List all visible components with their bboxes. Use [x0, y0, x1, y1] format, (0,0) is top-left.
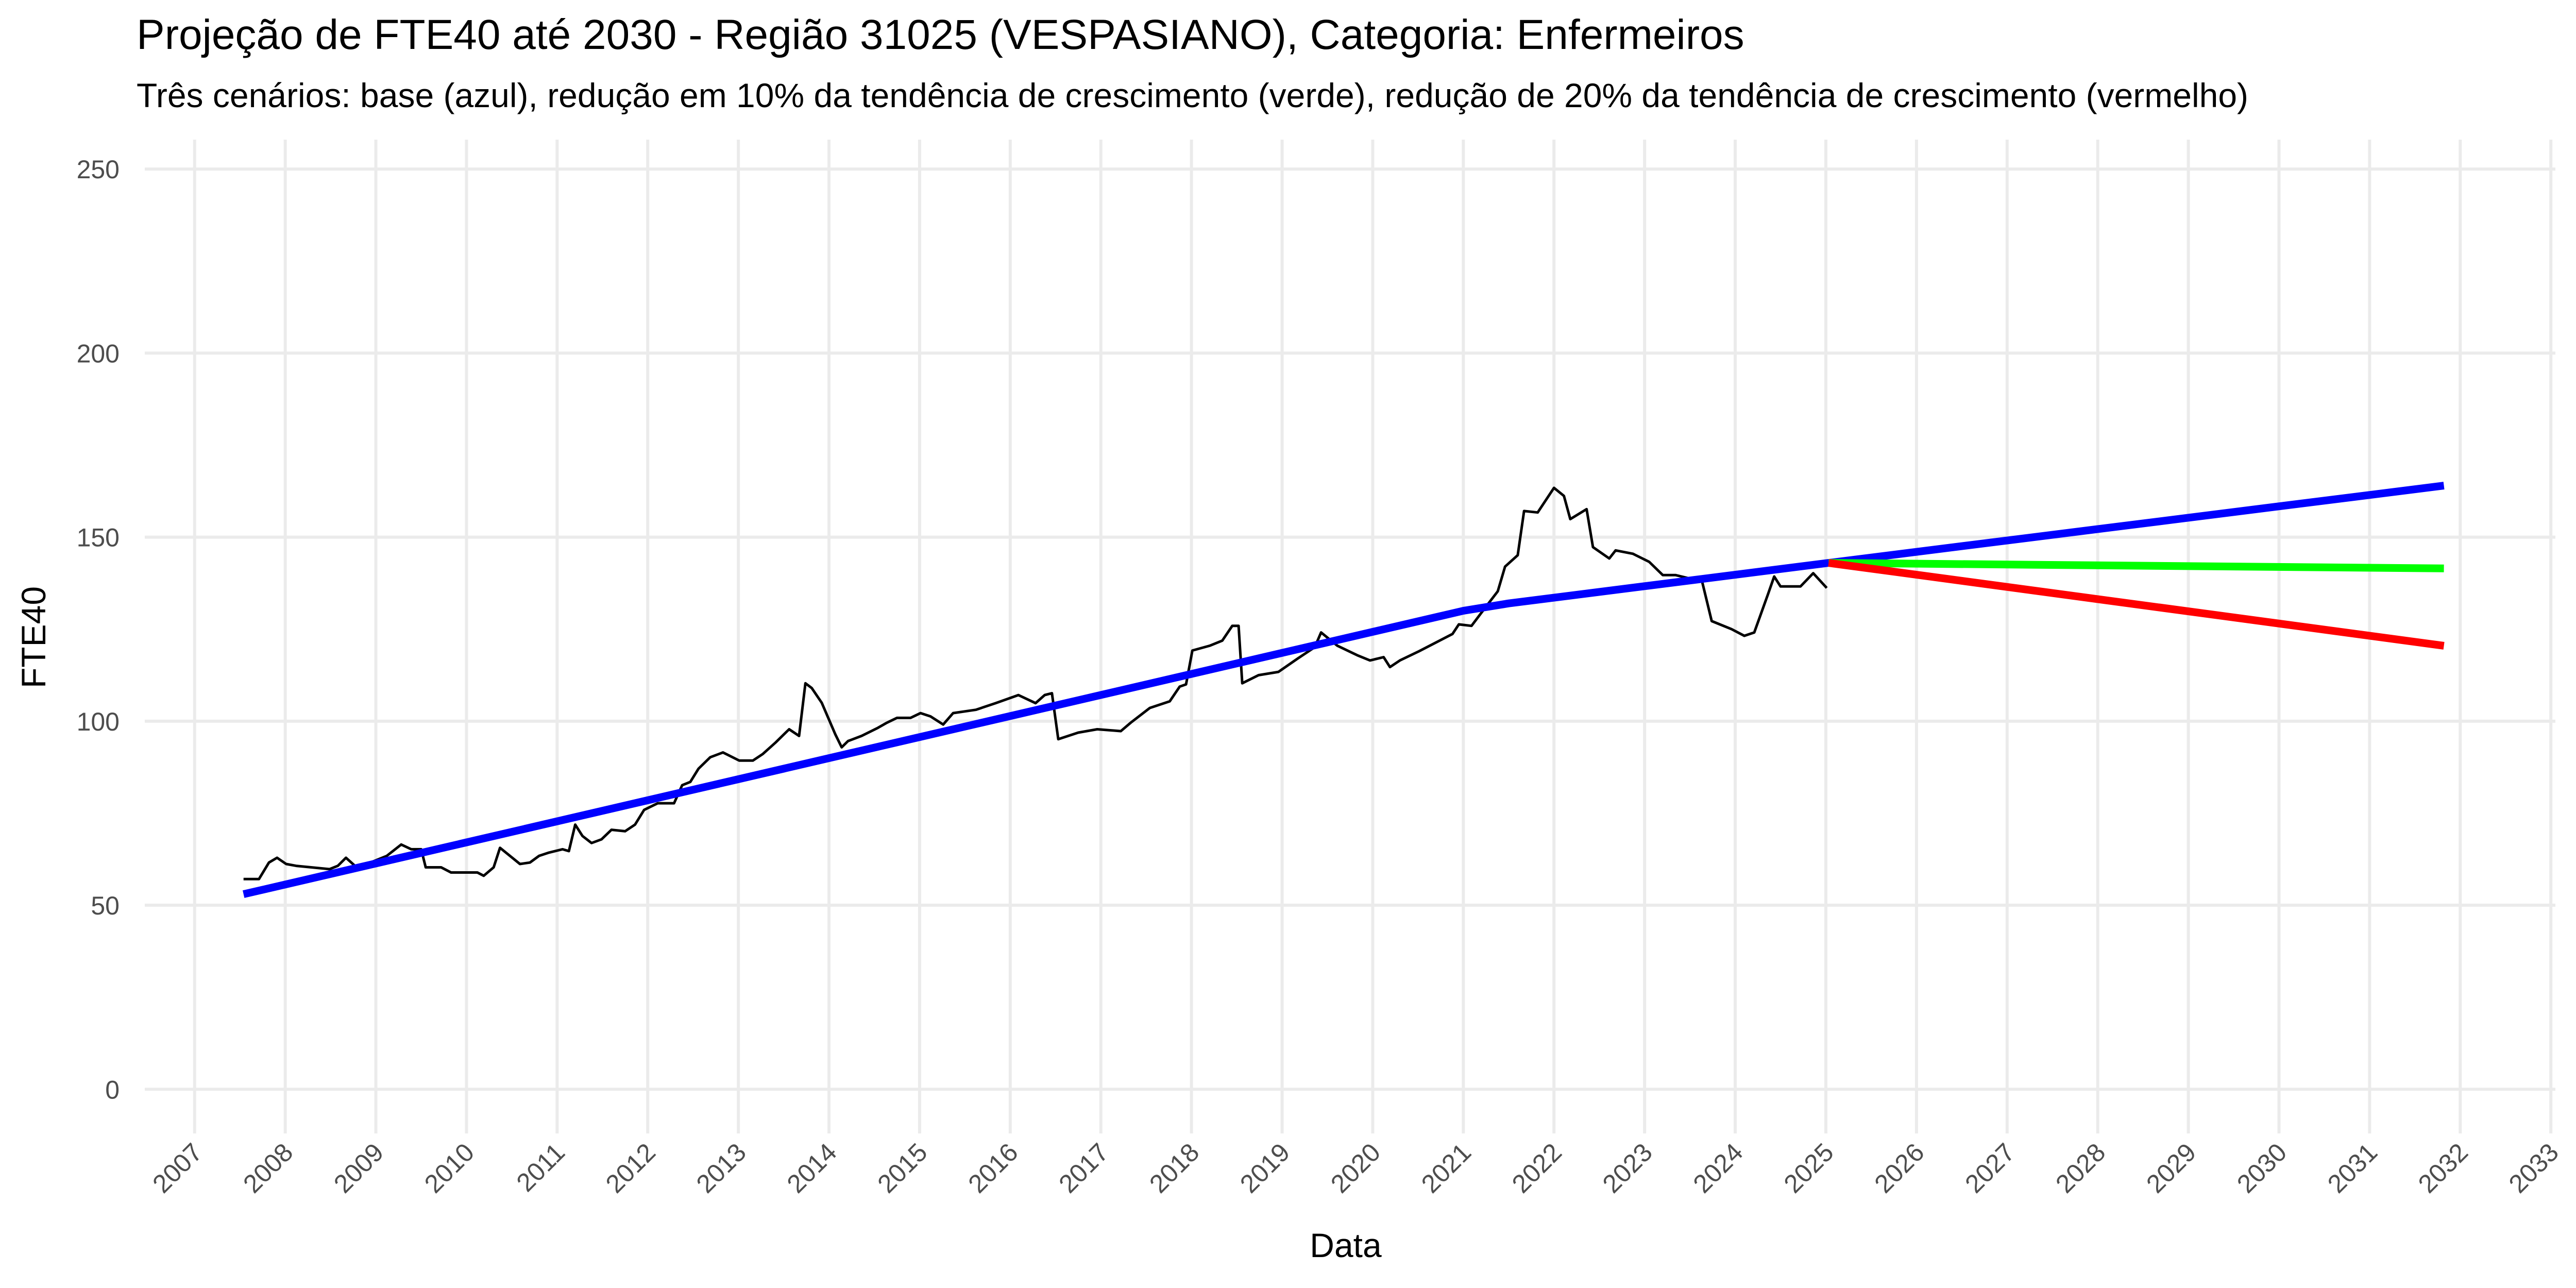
series-line	[1828, 559, 2445, 650]
series-line	[243, 486, 1828, 880]
y-tick-label: 100	[77, 707, 120, 736]
plot-area	[243, 482, 2445, 898]
y-tick-label: 250	[77, 155, 120, 184]
y-tick-label: 200	[77, 339, 120, 368]
y-tick-label: 0	[105, 1075, 120, 1104]
y-tick-label: 50	[91, 891, 120, 920]
chart-subtitle: Três cenários: base (azul), redução em 1…	[137, 76, 2248, 114]
x-axis-title: Data	[1310, 1226, 1382, 1264]
chart-title: Projeção de FTE40 até 2030 - Região 3102…	[137, 11, 1744, 58]
y-axis-title: FTE40	[14, 586, 53, 688]
series-line	[1828, 559, 2444, 572]
y-tick-label: 150	[77, 523, 120, 552]
series-line	[243, 482, 2445, 898]
